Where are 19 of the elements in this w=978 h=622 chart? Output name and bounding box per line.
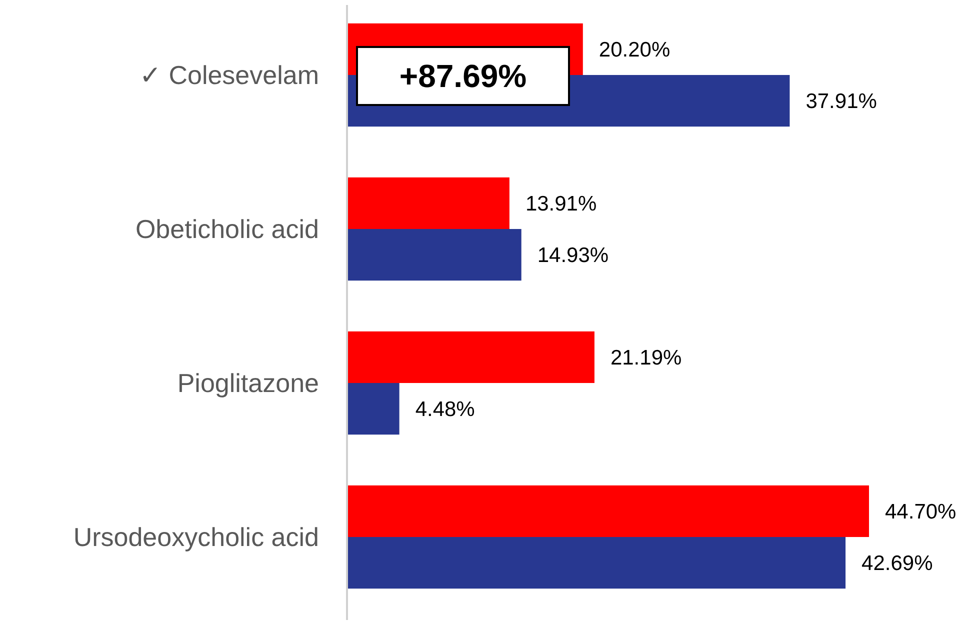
bar (347, 537, 846, 589)
data-label: 13.91% (525, 192, 597, 216)
y-tick-label: ✓ Colesevelam (139, 60, 319, 90)
data-label: 42.69% (862, 552, 933, 576)
annotation: +87.69% (399, 58, 527, 94)
data-label: 4.48% (415, 398, 475, 422)
data-label: 21.19% (610, 346, 682, 370)
bar (347, 228, 522, 281)
bar (347, 383, 400, 435)
bar (347, 485, 869, 538)
bar (347, 331, 594, 384)
data-label: 44.70% (885, 500, 956, 524)
data-label: 14.93% (537, 244, 609, 268)
y-tick-label: Obeticholic acid (135, 214, 319, 244)
y-tick-label: Ursodeoxycholic acid (73, 522, 319, 552)
y-tick-label: Pioglitazone (177, 368, 319, 398)
bar (347, 177, 510, 229)
data-label: 37.91% (806, 90, 877, 114)
data-label: 20.20% (598, 38, 670, 62)
